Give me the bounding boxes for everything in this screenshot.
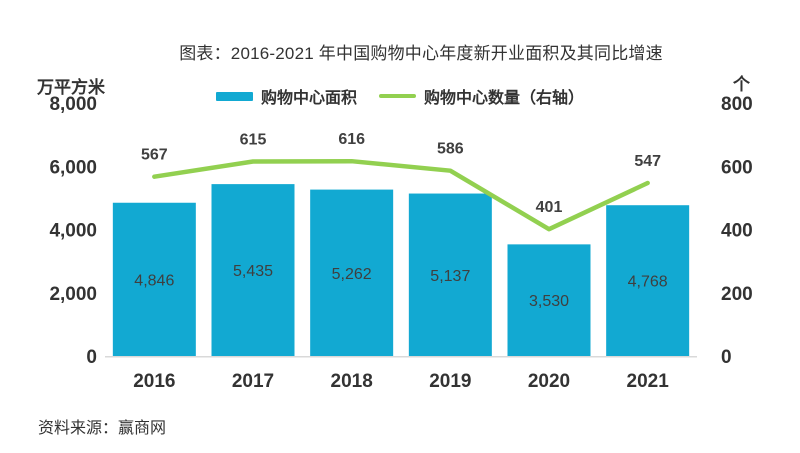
left-axis-title: 万平方米 — [37, 78, 105, 97]
left-axis-tick: 0 — [86, 347, 97, 368]
bar-value-label: 5,262 — [332, 266, 372, 283]
left-axis-tick: 6,000 — [49, 157, 97, 178]
bar-value-label: 4,846 — [134, 272, 174, 289]
left-axis-tick: 2,000 — [49, 284, 97, 305]
source-note: 资料来源：赢商网 — [38, 420, 167, 437]
line-point-label: 586 — [437, 141, 464, 158]
legend-line-swatch-icon — [379, 94, 416, 98]
x-axis-label: 2021 — [627, 371, 670, 392]
legend-item-area: 购物中心面积 — [215, 84, 357, 108]
right-axis-tick: 800 — [721, 94, 753, 115]
bar-2018 — [310, 189, 394, 356]
legend: 购物中心面积 购物中心数量（右轴） — [0, 84, 800, 108]
right-axis-tick: 400 — [721, 221, 753, 242]
right-axis-tick: 200 — [721, 284, 753, 305]
x-axis-label: 2017 — [232, 371, 274, 392]
legend-bar-swatch-icon — [215, 91, 253, 101]
chart-title: 图表：2016-2021 年中国购物中心年度新开业面积及其同比增速 — [179, 44, 663, 63]
bar-value-label: 5,435 — [233, 263, 273, 280]
x-axis-label: 2020 — [528, 371, 570, 392]
line-point-label: 616 — [338, 131, 365, 148]
bar-2016 — [112, 202, 196, 356]
line-point-label: 401 — [536, 199, 563, 216]
bar-2017 — [211, 184, 295, 356]
bar-2019 — [408, 193, 492, 356]
line-point-label: 567 — [141, 147, 168, 164]
x-axis-label: 2016 — [133, 371, 175, 392]
x-axis-label: 2018 — [331, 371, 373, 392]
bar-2021 — [606, 205, 690, 356]
legend-area-label: 购物中心面积 — [260, 90, 357, 107]
legend-count-label: 购物中心数量（右轴） — [424, 90, 585, 107]
right-axis-title: 个 — [733, 75, 750, 94]
right-axis-tick: 0 — [721, 347, 732, 368]
bar-2020 — [507, 244, 591, 356]
right-axis-tick: 600 — [721, 157, 753, 178]
left-axis-tick: 8,000 — [49, 94, 97, 115]
line-point-label: 615 — [240, 132, 267, 149]
legend-item-count: 购物中心数量（右轴） — [379, 84, 584, 108]
x-axis-label: 2019 — [429, 371, 471, 392]
left-axis-tick: 4,000 — [49, 221, 97, 242]
line-point-label: 547 — [634, 153, 661, 170]
bar-value-label: 3,530 — [529, 293, 569, 310]
count-line-series — [152, 158, 650, 232]
bar-value-label: 5,137 — [430, 268, 470, 285]
bar-value-label: 4,768 — [628, 274, 668, 291]
